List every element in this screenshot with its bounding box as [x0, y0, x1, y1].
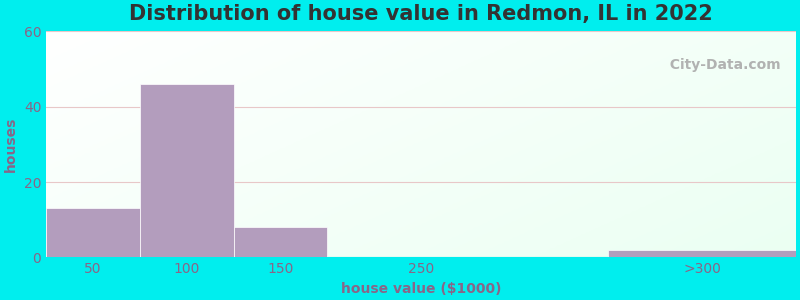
Y-axis label: houses: houses [4, 117, 18, 172]
Bar [140, 84, 234, 257]
Title: Distribution of house value in Redmon, IL in 2022: Distribution of house value in Redmon, I… [129, 4, 713, 24]
Bar [609, 250, 796, 257]
Bar [46, 208, 140, 257]
X-axis label: house value ($1000): house value ($1000) [341, 282, 502, 296]
Text: City-Data.com: City-Data.com [660, 58, 781, 72]
Bar [234, 227, 327, 257]
